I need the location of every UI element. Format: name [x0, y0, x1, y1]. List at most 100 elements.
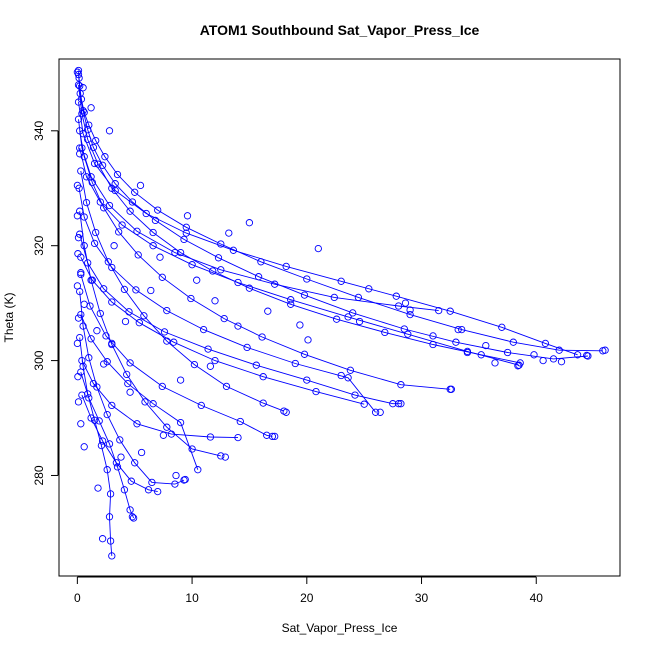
y-tick-label: 280 — [32, 465, 46, 485]
data-point — [259, 399, 267, 407]
data-point — [154, 487, 162, 496]
data-point — [100, 285, 108, 293]
data-point — [74, 250, 82, 258]
y-tick-label: 340 — [32, 120, 46, 140]
data-point — [82, 173, 91, 181]
data-point — [206, 362, 215, 370]
data-point — [133, 227, 141, 235]
data-point — [74, 98, 83, 106]
data-point — [88, 178, 96, 187]
data-point — [108, 298, 116, 306]
data-point — [252, 361, 260, 369]
series-line — [78, 84, 521, 364]
data-point — [149, 400, 157, 408]
data-point — [446, 307, 454, 315]
data-point — [132, 286, 140, 294]
x-tick-label: 20 — [300, 591, 314, 605]
data-point — [452, 338, 460, 346]
data-point — [176, 248, 185, 257]
data-point — [181, 475, 189, 484]
data-point — [77, 368, 85, 376]
data-point — [141, 398, 149, 406]
data-point — [103, 466, 111, 474]
data-point — [118, 221, 126, 229]
data-point — [136, 181, 145, 190]
data-point — [105, 513, 114, 521]
data-point — [180, 235, 188, 244]
data-point — [87, 173, 95, 181]
data-point — [234, 322, 242, 330]
data-point — [259, 373, 267, 381]
data-point — [121, 317, 130, 326]
data-point — [113, 170, 122, 179]
data-point — [144, 486, 153, 494]
series-line — [79, 130, 451, 390]
data-point — [206, 433, 215, 441]
data-point — [217, 240, 225, 248]
data-point — [194, 466, 202, 474]
data-point — [115, 228, 123, 236]
data-point — [539, 356, 547, 365]
data-point — [77, 420, 85, 428]
data-point — [197, 401, 205, 410]
data-point — [85, 354, 93, 362]
data-point — [93, 327, 101, 335]
data-point — [304, 336, 312, 344]
data-point — [101, 153, 109, 161]
data-point — [217, 266, 225, 274]
data-point — [129, 514, 138, 522]
data-point — [80, 443, 88, 451]
data-point — [176, 418, 185, 427]
series-line — [79, 337, 113, 556]
data-point — [271, 280, 279, 288]
data-point — [124, 379, 132, 388]
x-axis-label: Sat_Vapor_Press_Ice — [282, 621, 398, 635]
data-point — [149, 228, 157, 237]
data-point — [108, 552, 116, 560]
data-point — [88, 276, 96, 284]
data-point — [117, 453, 125, 461]
data-point — [89, 379, 98, 388]
x-axis: 0 10 20 30 40 — [74, 576, 543, 605]
chart-title: ATOM1 Southbound Sat_Vapor_Press_Ice — [200, 22, 480, 38]
data-point — [245, 284, 254, 292]
data-point — [234, 278, 242, 287]
data-point — [105, 201, 114, 210]
data-point — [183, 212, 192, 220]
data-point — [557, 358, 566, 366]
data-point — [392, 292, 400, 300]
data-point — [429, 340, 437, 349]
data-point — [80, 300, 88, 308]
data-point — [172, 471, 180, 480]
series-line — [81, 394, 158, 493]
data-point — [199, 325, 208, 334]
data-point — [98, 535, 107, 543]
data-point — [163, 423, 171, 431]
data-point — [100, 360, 108, 368]
data-point — [530, 351, 538, 359]
data-point — [108, 263, 116, 272]
data-point — [225, 229, 233, 237]
data-point — [94, 484, 102, 492]
data-point — [365, 285, 373, 293]
data-point — [344, 313, 352, 321]
data-point — [137, 448, 146, 457]
data-point — [389, 400, 397, 408]
data-point — [217, 452, 225, 460]
data-point — [79, 322, 87, 330]
data-point — [171, 248, 179, 257]
data-point — [447, 385, 456, 393]
data-point — [148, 478, 156, 487]
data-point — [477, 351, 485, 359]
data-point — [303, 275, 311, 283]
data-point — [287, 300, 295, 308]
data-point — [234, 433, 242, 442]
data-point — [271, 432, 279, 441]
data-point — [332, 315, 341, 323]
data-point — [92, 228, 100, 237]
data-point — [76, 89, 84, 98]
data-point — [87, 414, 95, 422]
data-point — [337, 277, 345, 285]
data-point — [509, 338, 517, 346]
